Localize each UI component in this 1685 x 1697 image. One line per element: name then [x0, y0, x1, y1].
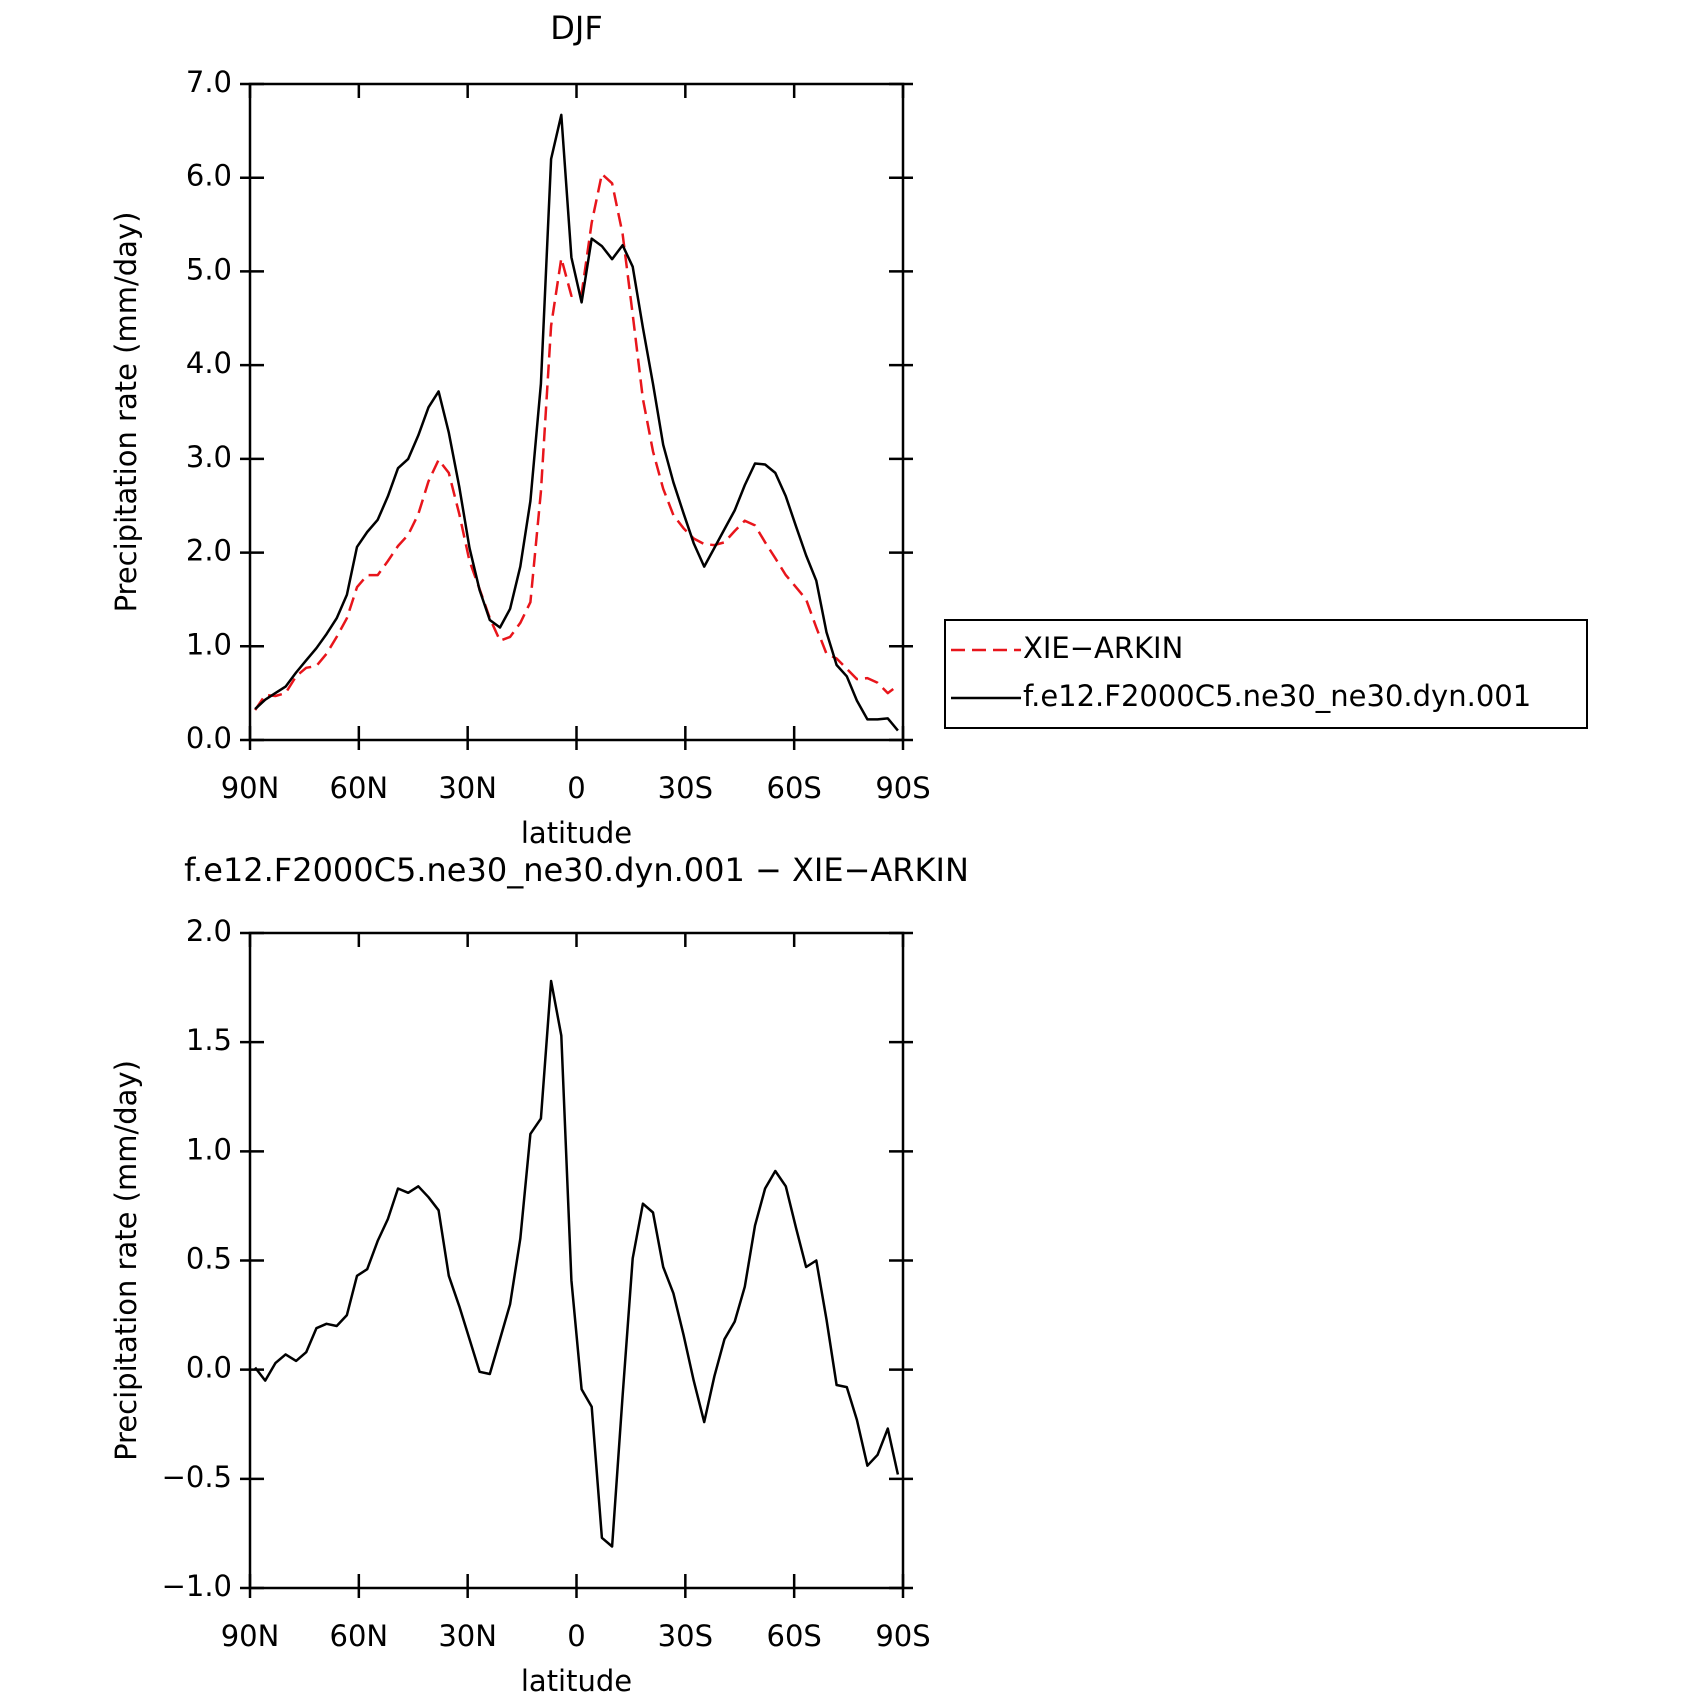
y-tick-label: 1.0: [186, 627, 232, 661]
x-tick-label: 90N: [221, 1619, 280, 1653]
y-axis-label: Precipitation rate (mm/day): [109, 1060, 143, 1461]
x-axis-label: latitude: [521, 1664, 632, 1697]
y-tick-label: 2.0: [186, 914, 232, 948]
x-tick-label: 30S: [658, 1619, 713, 1653]
legend-label: XIE−ARKIN: [1023, 631, 1183, 665]
data-line: [254, 979, 900, 1548]
y-tick-label: 0.0: [186, 1351, 232, 1385]
x-tick-label: 0: [567, 771, 585, 805]
x-tick-label: 90S: [875, 771, 930, 805]
x-tick-label: 0: [567, 1619, 585, 1653]
y-tick-label: 3.0: [186, 440, 232, 474]
x-tick-label: 60N: [330, 1619, 389, 1653]
y-tick-label: 0.5: [186, 1242, 232, 1276]
y-tick-label: 2.0: [186, 534, 232, 568]
y-tick-label: −1.0: [162, 1569, 232, 1603]
x-tick-label: 90S: [875, 1619, 930, 1653]
y-tick-label: 6.0: [186, 159, 232, 193]
x-tick-label: 30N: [438, 771, 497, 805]
x-tick-label: 30N: [438, 1619, 497, 1653]
y-tick-label: 4.0: [186, 346, 232, 380]
y-tick-label: −0.5: [162, 1460, 232, 1494]
y-axis-label: Precipitation rate (mm/day): [109, 212, 143, 613]
x-axis-label: latitude: [521, 816, 632, 850]
chart-title: f.e12.F2000C5.ne30_ne30.dyn.001 − XIE−AR…: [184, 851, 969, 889]
y-tick-label: 5.0: [186, 252, 232, 286]
x-tick-label: 30S: [658, 771, 713, 805]
x-tick-label: 60S: [767, 771, 822, 805]
data-line: [254, 172, 899, 711]
y-tick-label: 7.0: [186, 65, 232, 99]
y-tick-label: 1.5: [186, 1023, 232, 1057]
chart-title: DJF: [550, 9, 602, 47]
x-tick-label: 90N: [221, 771, 280, 805]
legend-box: [944, 619, 1588, 729]
x-tick-label: 60N: [330, 771, 389, 805]
data-line: [254, 113, 899, 732]
y-tick-label: 0.0: [186, 721, 232, 755]
x-tick-label: 60S: [767, 1619, 822, 1653]
plot-frame: [248, 82, 905, 742]
legend-label: f.e12.F2000C5.ne30_ne30.dyn.001: [1023, 679, 1531, 713]
y-tick-label: 1.0: [186, 1132, 232, 1166]
